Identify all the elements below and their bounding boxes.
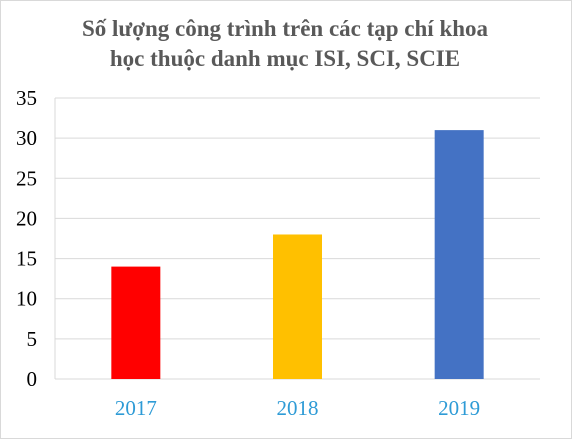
chart-title: Số lượng công trình trên các tạp chí kho… [20, 14, 550, 74]
y-tick-label: 10 [16, 287, 37, 311]
y-tick-label: 15 [16, 247, 37, 271]
bar-2018 [273, 234, 322, 379]
y-tick-label: 5 [27, 327, 38, 351]
y-tick-label: 25 [16, 166, 37, 190]
x-tick-label: 2017 [115, 396, 157, 420]
bar-2017 [111, 266, 161, 379]
bar-2019 [434, 130, 484, 379]
y-tick-label: 20 [16, 206, 37, 230]
chart-title-line-1: Số lượng công trình trên các tạp chí kho… [81, 16, 489, 41]
x-tick-label: 2019 [438, 396, 480, 420]
y-tick-label: 0 [27, 367, 38, 391]
chart-title-line-2: học thuộc danh mục ISI, SCI, SCIE [109, 46, 461, 71]
x-tick-label: 2018 [277, 396, 319, 420]
y-tick-label: 30 [16, 126, 37, 150]
y-tick-label: 35 [16, 86, 37, 110]
